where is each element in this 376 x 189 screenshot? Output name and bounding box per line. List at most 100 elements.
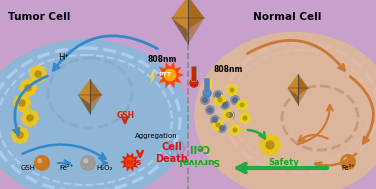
Polygon shape xyxy=(90,79,102,104)
Circle shape xyxy=(240,102,244,108)
Circle shape xyxy=(261,146,269,154)
Polygon shape xyxy=(149,68,155,86)
Circle shape xyxy=(218,94,222,98)
Circle shape xyxy=(243,112,247,116)
Circle shape xyxy=(12,127,19,134)
Circle shape xyxy=(233,88,238,92)
Text: Tumor Cell: Tumor Cell xyxy=(8,12,70,22)
Text: Death: Death xyxy=(156,154,188,164)
Circle shape xyxy=(215,122,220,128)
Circle shape xyxy=(229,88,235,93)
Circle shape xyxy=(20,81,27,87)
Circle shape xyxy=(31,110,38,117)
Text: 808nm: 808nm xyxy=(148,55,177,64)
Circle shape xyxy=(240,99,244,103)
Circle shape xyxy=(21,136,27,143)
Circle shape xyxy=(233,124,237,128)
Circle shape xyxy=(343,157,348,162)
Polygon shape xyxy=(288,88,298,105)
Circle shape xyxy=(229,115,233,120)
Circle shape xyxy=(26,114,34,122)
Circle shape xyxy=(215,101,220,105)
Circle shape xyxy=(230,130,235,135)
Circle shape xyxy=(39,75,45,82)
Circle shape xyxy=(247,116,251,120)
Circle shape xyxy=(202,97,208,103)
Circle shape xyxy=(233,132,237,136)
Circle shape xyxy=(17,126,23,132)
Circle shape xyxy=(31,119,38,125)
Circle shape xyxy=(219,125,225,131)
Circle shape xyxy=(213,120,218,125)
Polygon shape xyxy=(171,18,188,44)
Circle shape xyxy=(244,103,248,107)
Circle shape xyxy=(23,110,29,117)
Text: Survival: Survival xyxy=(178,156,220,165)
Circle shape xyxy=(18,105,26,112)
Polygon shape xyxy=(78,95,90,114)
Circle shape xyxy=(200,95,210,105)
Circle shape xyxy=(217,98,223,102)
Circle shape xyxy=(205,105,215,115)
Circle shape xyxy=(24,84,32,92)
Circle shape xyxy=(232,85,237,90)
Circle shape xyxy=(220,101,225,105)
Circle shape xyxy=(237,128,241,132)
Circle shape xyxy=(30,85,37,91)
Circle shape xyxy=(235,125,240,129)
Circle shape xyxy=(13,100,20,106)
Circle shape xyxy=(35,76,41,83)
Polygon shape xyxy=(90,95,102,114)
Circle shape xyxy=(220,95,225,100)
Circle shape xyxy=(223,115,227,120)
Circle shape xyxy=(239,116,243,120)
Circle shape xyxy=(14,95,21,102)
Circle shape xyxy=(20,89,27,96)
Polygon shape xyxy=(156,62,184,88)
Circle shape xyxy=(222,102,228,108)
Circle shape xyxy=(23,119,29,125)
Circle shape xyxy=(23,104,30,111)
Ellipse shape xyxy=(195,33,376,189)
Circle shape xyxy=(266,134,274,142)
Circle shape xyxy=(125,157,135,167)
Polygon shape xyxy=(207,78,213,93)
Circle shape xyxy=(212,117,218,123)
Circle shape xyxy=(29,81,36,87)
Circle shape xyxy=(240,119,244,123)
Circle shape xyxy=(27,109,33,115)
Circle shape xyxy=(27,120,33,127)
Circle shape xyxy=(265,140,274,150)
Circle shape xyxy=(215,95,220,100)
Circle shape xyxy=(266,148,274,156)
Circle shape xyxy=(29,70,36,77)
Polygon shape xyxy=(78,79,90,104)
Circle shape xyxy=(229,128,233,132)
Circle shape xyxy=(37,158,42,163)
Circle shape xyxy=(230,92,234,96)
Circle shape xyxy=(243,115,247,121)
Circle shape xyxy=(190,79,198,87)
Circle shape xyxy=(203,89,211,97)
Text: Cell: Cell xyxy=(188,142,209,152)
Circle shape xyxy=(340,154,356,170)
Circle shape xyxy=(83,158,88,163)
Polygon shape xyxy=(298,88,308,105)
Circle shape xyxy=(221,98,226,102)
Circle shape xyxy=(246,113,250,118)
Circle shape xyxy=(261,136,269,144)
Circle shape xyxy=(213,90,223,100)
Circle shape xyxy=(30,67,37,73)
Circle shape xyxy=(232,91,237,95)
Circle shape xyxy=(259,141,267,149)
Circle shape xyxy=(29,89,36,96)
Circle shape xyxy=(232,127,238,132)
Circle shape xyxy=(243,120,247,124)
Circle shape xyxy=(41,70,47,77)
Text: GSH: GSH xyxy=(117,111,135,120)
Text: PTT: PTT xyxy=(159,73,171,77)
Circle shape xyxy=(18,94,26,101)
Circle shape xyxy=(222,113,226,117)
Text: Fe²⁺: Fe²⁺ xyxy=(60,165,74,171)
Circle shape xyxy=(218,125,223,130)
